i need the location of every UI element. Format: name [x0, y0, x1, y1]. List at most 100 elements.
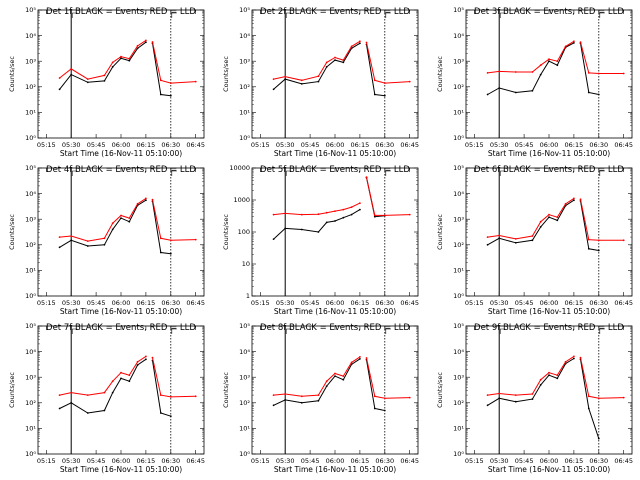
y-tick-label: 10² [25, 241, 36, 249]
y-tick-label: 10⁵ [453, 322, 464, 330]
x-tick-label: 06:45 [614, 457, 633, 465]
x-tick-label: 06:00 [112, 457, 131, 465]
data-point-events [325, 66, 328, 68]
y-tick-label: 100 [238, 228, 250, 236]
marker-flag [385, 328, 391, 334]
data-point-lld [587, 72, 590, 74]
panel-3: Det 3f BLACK = Events, RED = LLD10⁰10¹10… [436, 6, 633, 158]
data-point-lld [597, 72, 600, 75]
data-point-events [70, 73, 73, 76]
data-point-events [373, 215, 376, 218]
data-point-lld [383, 82, 386, 84]
data-point-lld [120, 214, 122, 217]
y-tick-label: 10⁵ [453, 164, 464, 172]
data-point-lld [531, 71, 534, 73]
data-point-events [573, 199, 575, 202]
x-tick-label: 06:00 [540, 457, 559, 465]
data-point-lld [350, 206, 353, 209]
x-tick-label: 06:45 [186, 457, 205, 465]
y-tick-label: 10³ [453, 373, 464, 381]
data-point-events [597, 437, 600, 440]
x-tick-label: 05:30 [62, 141, 81, 149]
y-tick-label: 10 [242, 260, 250, 268]
plot-frame [251, 167, 419, 297]
x-tick-label: 05:30 [490, 457, 509, 465]
data-point-lld [365, 41, 368, 44]
x-tick-label: 06:30 [375, 141, 394, 149]
data-point-lld [498, 70, 501, 73]
data-point-events [136, 364, 139, 366]
data-point-lld [58, 236, 61, 239]
x-tick-label: 06:45 [400, 299, 419, 307]
data-point-lld [151, 198, 154, 201]
y-axis-label: Counts/sec [222, 56, 230, 92]
data-point-events [111, 228, 114, 231]
data-point-lld [408, 213, 411, 216]
data-point-events [159, 251, 162, 254]
y-tick-label: 10⁴ [25, 32, 36, 40]
y-tick-label: 10⁵ [25, 164, 36, 172]
data-point-lld [597, 397, 600, 400]
data-point-events [325, 221, 328, 224]
x-tick-label: 05:15 [251, 299, 270, 307]
data-point-lld [169, 239, 172, 242]
data-point-lld [325, 61, 328, 64]
series-line-lld [273, 356, 410, 399]
data-point-lld [151, 41, 154, 43]
y-tick-label: 10⁰ [239, 450, 250, 458]
data-point-lld [597, 239, 600, 242]
data-point-events [548, 216, 550, 219]
y-tick-label: 10² [239, 83, 250, 91]
data-point-events [111, 66, 114, 68]
y-tick-label: 10⁰ [25, 134, 36, 142]
y-tick-label: 1 [246, 292, 250, 300]
data-point-lld [151, 356, 154, 359]
x-tick-label: 06:30 [375, 457, 394, 465]
y-tick-label: 10³ [453, 215, 464, 223]
marker-flag [499, 12, 506, 18]
data-point-lld [169, 396, 172, 398]
data-point-lld [556, 60, 559, 63]
data-point-lld [365, 176, 368, 179]
data-point-events [128, 59, 131, 62]
plot-frame [465, 167, 633, 297]
data-point-lld [120, 371, 122, 374]
x-tick-label: 06:15 [565, 141, 584, 149]
data-point-lld [486, 394, 489, 396]
x-axis-label: Start Time (16-Nov-11 05:10:00) [274, 307, 396, 316]
data-point-lld [531, 235, 534, 237]
data-point-lld [342, 375, 345, 377]
data-point-lld [373, 214, 376, 217]
data-point-events [300, 228, 303, 231]
x-tick-label: 06:15 [137, 457, 156, 465]
y-axis-label: Counts/sec [222, 372, 230, 408]
data-point-lld [383, 397, 386, 400]
data-point-lld [145, 197, 147, 200]
x-tick-label: 06:45 [186, 141, 205, 149]
data-point-events [334, 375, 336, 377]
data-point-lld [70, 68, 73, 70]
y-tick-label: 10¹ [25, 425, 36, 433]
y-tick-label: 10⁴ [453, 348, 464, 356]
x-tick-label: 06:15 [137, 299, 156, 307]
data-point-events [556, 64, 559, 67]
data-point-events [597, 249, 600, 252]
data-point-lld [564, 360, 567, 363]
y-tick-label: 10⁴ [239, 32, 250, 40]
x-tick-label: 06:15 [351, 299, 370, 307]
plot-frame [37, 9, 205, 139]
data-point-lld [334, 210, 336, 213]
data-point-lld [58, 77, 61, 79]
data-point-lld [111, 380, 114, 383]
y-tick-label: 10⁰ [453, 134, 464, 142]
data-point-lld [86, 394, 89, 396]
y-tick-label: 10² [453, 399, 464, 407]
x-tick-label: 05:15 [251, 141, 270, 149]
plot-frame [37, 167, 205, 297]
data-point-events [86, 412, 89, 414]
y-tick-label: 1000 [233, 196, 250, 204]
marker-flag [599, 328, 605, 334]
data-point-lld [300, 395, 303, 398]
y-tick-label: 10⁴ [25, 190, 36, 198]
